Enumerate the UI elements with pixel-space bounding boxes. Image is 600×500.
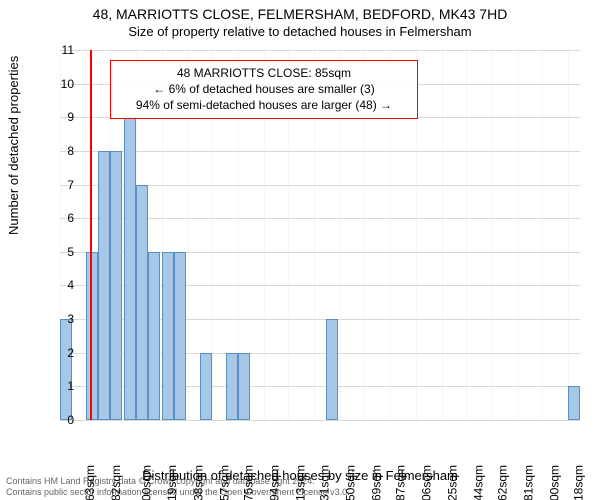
histogram-bar [124,117,136,420]
gridline-vertical [442,50,443,420]
x-tick-label: 306sqm [420,465,434,500]
gridline-vertical [568,50,569,420]
histogram-bar [110,151,122,420]
y-tick-label: 1 [44,379,74,393]
gridline-vertical [492,50,493,420]
x-tick-label: 231sqm [318,465,332,500]
x-tick-label: 287sqm [394,465,408,500]
histogram-bar [226,353,238,420]
y-tick-label: 9 [44,110,74,124]
histogram-bar [136,185,148,420]
annotation-line: 48 MARRIOTTS CLOSE: 85sqm [119,65,409,81]
gridline-horizontal [60,151,580,152]
histogram-bar [162,252,174,420]
histogram-bar [200,353,212,420]
reference-line [90,50,92,420]
y-tick-label: 11 [44,43,74,57]
x-tick-label: 325sqm [445,465,459,500]
plot-area: 48 MARRIOTTS CLOSE: 85sqm← 6% of detache… [60,50,580,420]
x-tick-label: 119sqm [165,465,179,500]
x-tick-label: 269sqm [369,465,383,500]
annotation-box: 48 MARRIOTTS CLOSE: 85sqm← 6% of detache… [110,60,418,119]
x-tick-label: 63sqm [83,465,97,500]
y-tick-label: 6 [44,211,74,225]
x-tick-label: 175sqm [242,465,256,500]
gridline-vertical [518,50,519,420]
x-tick-label: 213sqm [293,465,307,500]
x-tick-label: 100sqm [140,465,154,500]
x-tick-label: 344sqm [471,465,485,500]
histogram-bar [148,252,160,420]
x-tick-label: 362sqm [496,465,510,500]
y-tick-label: 8 [44,144,74,158]
x-tick-label: 82sqm [109,465,123,500]
histogram-bar [60,319,72,420]
y-tick-label: 7 [44,178,74,192]
histogram-bar [326,319,338,420]
histogram-bar [568,386,580,420]
y-tick-label: 0 [44,413,74,427]
y-tick-label: 5 [44,245,74,259]
histogram-bar [86,252,98,420]
y-tick-label: 3 [44,312,74,326]
x-tick-label: 418sqm [572,465,586,500]
chart-title-line1: 48, MARRIOTTS CLOSE, FELMERSHAM, BEDFORD… [0,6,600,22]
x-tick-label: 194sqm [268,465,282,500]
x-tick-label: 250sqm [344,465,358,500]
x-tick-label: 381sqm [521,465,535,500]
y-tick-label: 2 [44,346,74,360]
histogram-bar [174,252,186,420]
gridline-vertical [466,50,467,420]
gridline-horizontal [60,420,580,421]
x-tick-label: 138sqm [192,465,206,500]
y-axis-label: Number of detached properties [6,56,21,235]
annotation-line: 94% of semi-detached houses are larger (… [119,97,409,113]
histogram-bar [238,353,250,420]
chart-title-line2: Size of property relative to detached ho… [0,24,600,39]
gridline-horizontal [60,50,580,51]
y-tick-label: 10 [44,77,74,91]
annotation-line: ← 6% of detached houses are smaller (3) [119,81,409,97]
gridline-vertical [542,50,543,420]
y-tick-label: 4 [44,278,74,292]
chart-container: 48, MARRIOTTS CLOSE, FELMERSHAM, BEDFORD… [0,0,600,500]
x-tick-label: 157sqm [217,465,231,500]
x-tick-label: 400sqm [547,465,561,500]
histogram-bar [98,151,110,420]
